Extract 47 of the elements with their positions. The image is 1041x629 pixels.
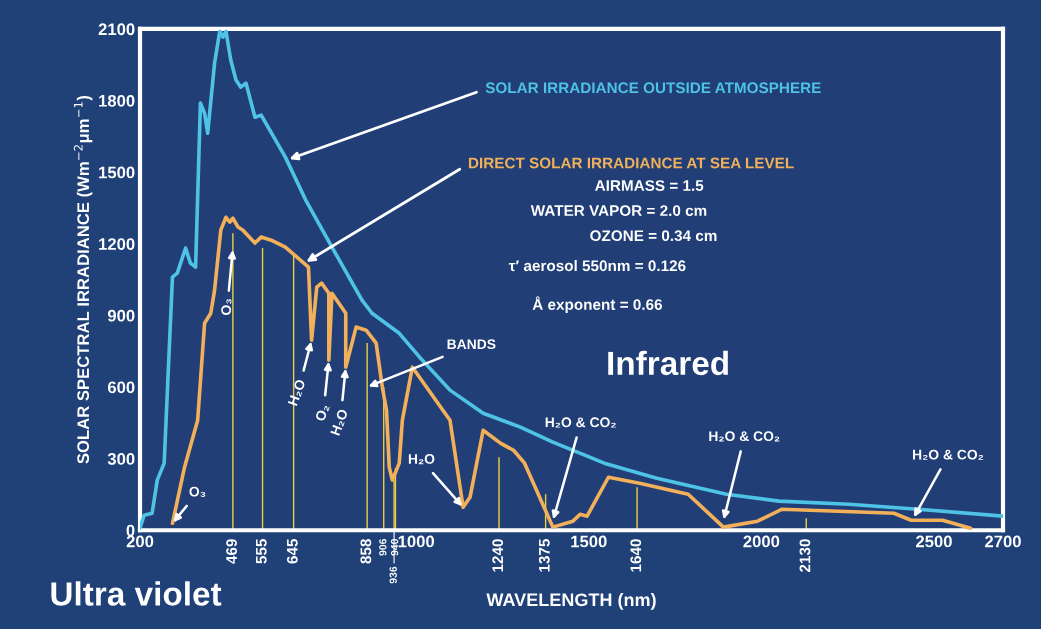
annotation: 1640 bbox=[630, 539, 642, 572]
annotation: 1240 bbox=[492, 539, 504, 572]
annotation: 555 bbox=[256, 539, 267, 564]
annotation: 858 bbox=[360, 539, 372, 564]
annotation: Infrared bbox=[608, 350, 728, 376]
annotation: H₂O bbox=[330, 408, 349, 436]
text: Ultra violet bbox=[51, 581, 222, 606]
y-tick-label: 1200 bbox=[99, 238, 135, 250]
annotation: BANDS bbox=[447, 339, 496, 350]
annotation: 1375 bbox=[538, 539, 550, 572]
y-tick-label: 900 bbox=[107, 309, 135, 322]
x-tick-label: 1000 bbox=[398, 535, 435, 548]
x-tick-label: 2700 bbox=[985, 535, 1021, 548]
x-tick-label: 1500 bbox=[571, 535, 607, 548]
annotation: H₂O bbox=[408, 454, 435, 465]
annotation: AIRMASS = 1.5 bbox=[595, 180, 704, 191]
annotation: 469 bbox=[226, 539, 237, 564]
x-axis-title: WAVELENGTH (nm) bbox=[486, 592, 656, 610]
y-axis-title: SOLAR SPECTRAL IRRADIANCE (Wm$^{−2}$μm$^{−1}$) bbox=[73, 95, 93, 464]
text: SOLAR IRRADIANCE OUTSIDE ATMOSPHERE bbox=[485, 82, 821, 94]
annotation: 940 bbox=[390, 539, 399, 556]
text: DIRECT SOLAR IRRADIANCE AT SEA LEVEL bbox=[468, 157, 794, 169]
x-tick-label: 2000 bbox=[743, 535, 780, 548]
annotation: 645 bbox=[286, 539, 298, 564]
annotation: O₃ bbox=[189, 486, 206, 497]
annotation: Å exponent = 0.66 bbox=[532, 296, 663, 313]
annotation: H₂O & CO₂ bbox=[913, 449, 984, 460]
annotation: WATER VAPOR = 2.0 cm bbox=[530, 205, 707, 217]
line-series bbox=[140, 29, 1003, 530]
annotation: H₂O bbox=[287, 378, 306, 407]
annotation: 906 bbox=[379, 538, 387, 556]
y-tick-label: 1800 bbox=[99, 94, 135, 107]
annotation: τ′ aerosol 550nm = 0.126 bbox=[508, 259, 686, 272]
y-tick-label: 300 bbox=[107, 453, 135, 465]
annotation: 2130 bbox=[799, 539, 811, 573]
y-tick-label: 2100 bbox=[98, 23, 135, 36]
y-tick-label: 1500 bbox=[99, 166, 135, 179]
annotation: H₂O & CO₂ bbox=[545, 417, 616, 428]
annotation: O₂ bbox=[314, 403, 330, 422]
x-tick-label: 200 bbox=[126, 535, 154, 548]
x-tick-label: 2500 bbox=[916, 535, 952, 548]
annotation: O₃ bbox=[221, 299, 232, 315]
y-tick-label: 600 bbox=[107, 381, 135, 394]
y-tick-label: 0 bbox=[126, 524, 135, 537]
annotation: 936 bbox=[389, 566, 397, 584]
annotation: OZONE = 0.34 cm bbox=[590, 230, 717, 242]
annotation: H₂O & CO₂ bbox=[709, 431, 780, 442]
